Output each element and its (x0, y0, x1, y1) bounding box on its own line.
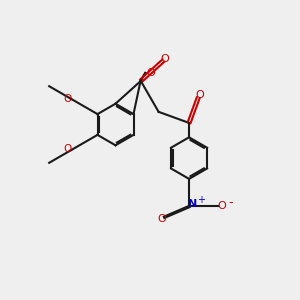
Text: +: + (197, 195, 205, 205)
Text: O: O (161, 54, 170, 64)
Text: O: O (63, 144, 71, 154)
Text: O: O (157, 214, 166, 224)
Text: N: N (188, 200, 197, 209)
Text: O: O (64, 94, 72, 104)
Text: -: - (228, 196, 233, 209)
Text: O: O (217, 201, 226, 211)
Text: O: O (195, 89, 204, 100)
Text: O: O (146, 68, 155, 78)
